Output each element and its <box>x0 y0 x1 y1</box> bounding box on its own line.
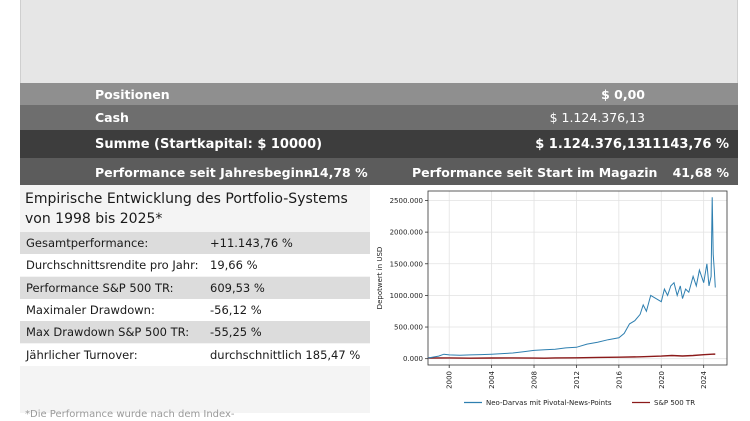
since-start-value: 41,68 % <box>672 165 729 180</box>
series-line <box>427 353 716 359</box>
plot-frame <box>427 190 728 366</box>
stat-label: Gesamtperformance: <box>26 236 149 250</box>
cash-value: $ 1.124.376,13 <box>549 110 645 125</box>
total-label: Summe (Startkapital: $ 10000) <box>95 137 323 152</box>
total-value: $ 1.124.376,13 <box>535 137 645 152</box>
ytd-label: Performance seit Jahresbeginn <box>95 165 313 180</box>
stat-label: Durchschnittsrendite pro Jahr: <box>26 258 199 272</box>
stat-row: Jährlicher Turnover: durchschnittlich 18… <box>20 344 370 366</box>
y-axis-label: Depotwert in USD <box>376 247 384 310</box>
stat-label: Maximaler Drawdown: <box>26 303 155 317</box>
x-tick-label: 2004 <box>488 370 496 388</box>
performance-row: Performance seit Jahresbeginn -14,78 % P… <box>20 158 738 185</box>
stat-row: Max Drawdown S&P 500 TR: -55,25 % <box>20 321 370 343</box>
y-tick-label: 1000.000 <box>390 292 423 300</box>
y-tick-label: 2000.000 <box>390 229 423 237</box>
stat-value: 19,66 % <box>210 258 258 272</box>
stat-row: Gesamtperformance: +11.143,76 % <box>20 232 370 254</box>
top-panel <box>20 0 738 83</box>
chart-svg: 0.000 500.000 1000.000 1500.000 2000.000 2500… <box>376 190 728 407</box>
x-tick-label: 2000 <box>446 371 454 389</box>
total-row: Summe (Startkapital: $ 10000) $ 1.124.37… <box>20 130 738 158</box>
stats-title: Empirische Entwicklung des Portfolio-Sys… <box>25 191 348 227</box>
stat-value: +11.143,76 % <box>210 236 293 250</box>
legend-label: Neo-Darvas mit Pivotal-News-Points <box>486 399 612 407</box>
stat-row: Durchschnittsrendite pro Jahr: 19,66 % <box>20 254 370 276</box>
x-tick-label: 2012 <box>573 371 581 389</box>
cash-row: Cash $ 1.124.376,13 <box>20 105 738 130</box>
performance-chart: 0.000 500.000 1000.000 1500.000 2000.000 2500… <box>370 185 738 415</box>
positions-value: $ 0,00 <box>601 87 645 102</box>
y-tick-label: 0.000 <box>403 355 423 363</box>
stat-row: Maximaler Drawdown: -56,12 % <box>20 299 370 321</box>
x-tick-label: 2020 <box>658 371 666 389</box>
footnote: *Die Performance wurde nach dem Index- <box>25 409 235 420</box>
stat-value: -56,12 % <box>210 303 262 317</box>
series-line <box>427 197 716 359</box>
x-tick-label: 2024 <box>700 370 708 388</box>
stat-label: Performance S&P 500 TR: <box>26 281 174 295</box>
stat-value: -55,25 % <box>210 325 262 339</box>
stat-row: Performance S&P 500 TR: 609,53 % <box>20 277 370 299</box>
ytd-value: -14,78 % <box>306 165 368 180</box>
since-start-label: Performance seit Start im Magazin <box>412 165 658 180</box>
stat-label: Max Drawdown S&P 500 TR: <box>26 325 190 339</box>
y-tick-label: 2500.000 <box>390 197 423 205</box>
positions-label: Positionen <box>95 87 170 102</box>
stat-value: durchschnittlich 185,47 % <box>210 348 361 362</box>
stat-label: Jährlicher Turnover: <box>26 348 138 362</box>
positions-row: Positionen $ 0,00 <box>20 83 738 105</box>
y-tick-label: 1500.000 <box>390 260 423 268</box>
y-tick-label: 500.000 <box>394 324 423 332</box>
stat-value: 609,53 % <box>210 281 265 295</box>
x-tick-label: 2016 <box>615 370 623 388</box>
total-percent: 11143,76 % <box>643 137 729 152</box>
x-tick-label: 2008 <box>531 371 539 389</box>
legend-label: S&P 500 TR <box>654 399 695 407</box>
cash-label: Cash <box>95 110 129 125</box>
